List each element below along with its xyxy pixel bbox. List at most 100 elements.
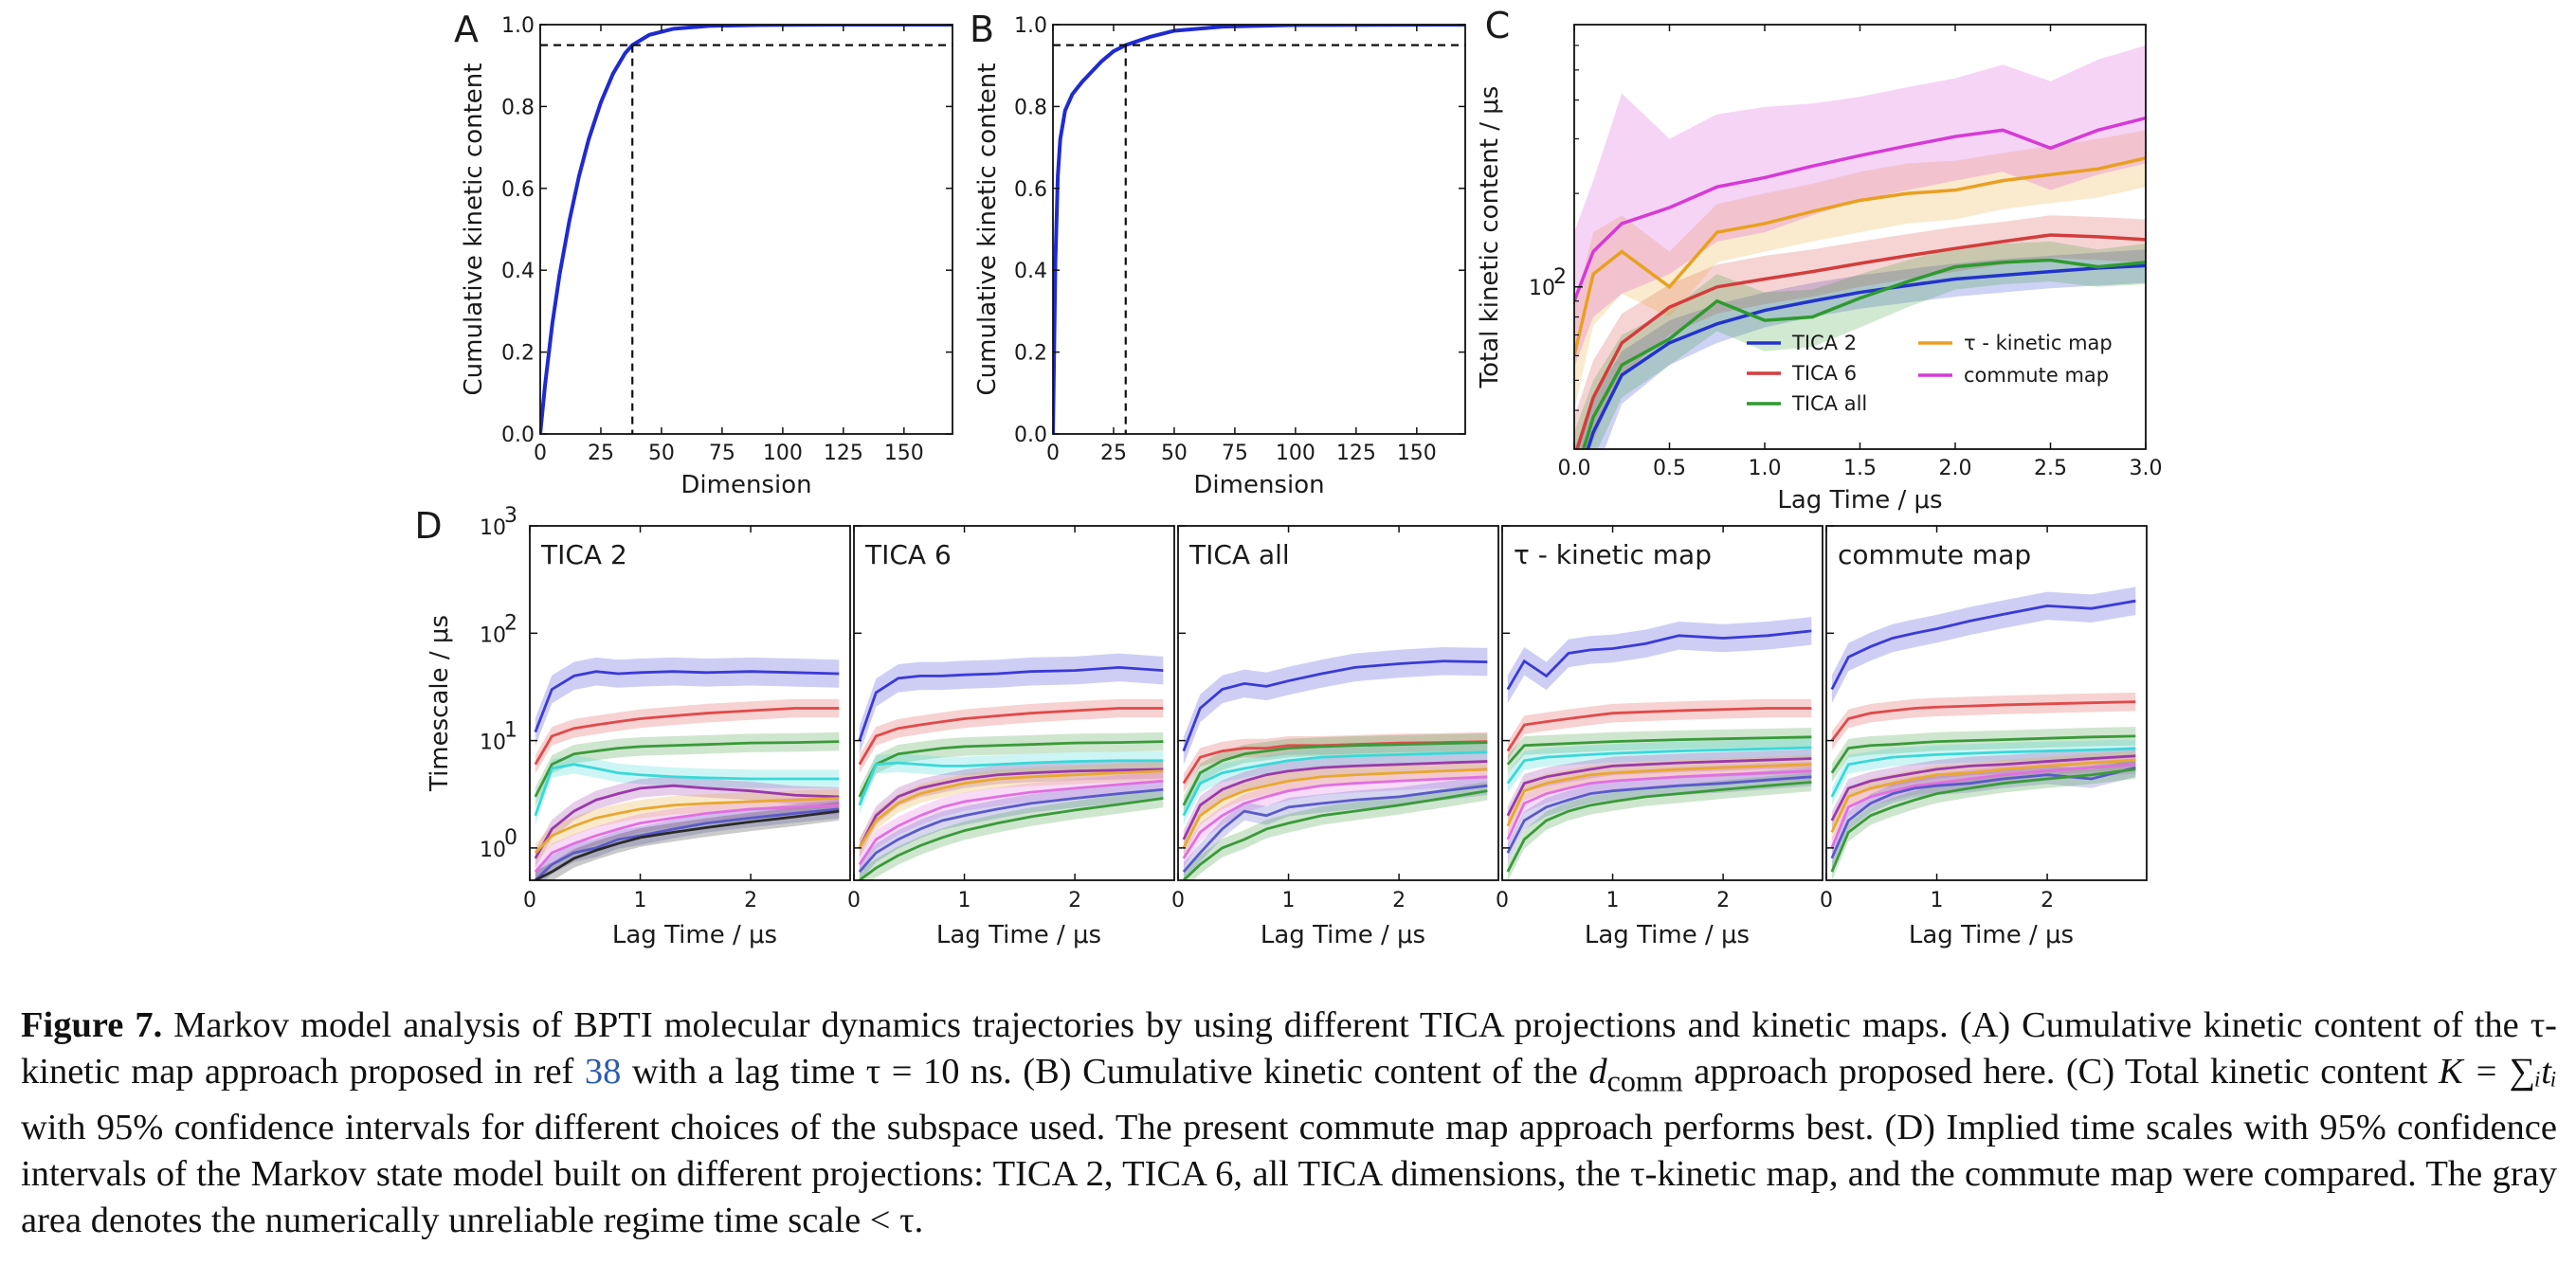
series-line-1 xyxy=(1506,707,1812,752)
x-axis-title: Lag Time / μs xyxy=(1777,486,1942,515)
series-line-2 xyxy=(1506,735,1812,766)
x-axis-title: Lag Time / μs xyxy=(1909,921,2074,949)
series-line-3 xyxy=(1182,750,1488,817)
caption-symbol-d: d xyxy=(1588,1052,1607,1092)
y-axis-title: Total kinetic content / μs xyxy=(1476,86,1504,389)
x-tick-label: 50 xyxy=(648,442,675,465)
x-tick-label: 0 xyxy=(523,889,536,912)
series-line-8 xyxy=(1506,781,1812,873)
series-line-3 xyxy=(858,759,1164,806)
y-tick-label: 0.4 xyxy=(501,260,535,283)
series-line-4 xyxy=(858,767,1164,849)
x-tick-label: 2.5 xyxy=(2034,457,2067,480)
confidence-band-0 xyxy=(1507,617,1812,704)
caption-text-4: with 95% confidence intervals for differ… xyxy=(21,1107,2557,1240)
confidence-band-4 xyxy=(1574,45,2146,368)
series-line-8 xyxy=(1830,767,2136,873)
confidence-band-3 xyxy=(1574,130,2146,411)
confidence-band-1 xyxy=(1831,692,2136,750)
x-tick-label: 0 xyxy=(1046,442,1060,465)
axes-frame xyxy=(529,525,851,881)
series-line-3 xyxy=(1574,156,2146,356)
y-tick-label: 0.4 xyxy=(1014,260,1047,283)
x-axis-title: Lag Time / μs xyxy=(1585,921,1750,949)
x-tick-label: 1.5 xyxy=(1843,457,1877,480)
x-axis-title: Lag Time / μs xyxy=(612,921,777,949)
series-line-7 xyxy=(1830,766,2136,859)
subplot-title: TICA 2 xyxy=(540,539,627,570)
legend-label: commute map xyxy=(1964,364,2109,387)
figure-caption: Figure 7. Markov model analysis of BPTI … xyxy=(21,1002,2557,1244)
series-line-2 xyxy=(534,740,840,798)
series-line-4 xyxy=(1830,754,2136,822)
y-tick-label: 0.8 xyxy=(1014,96,1047,119)
confidence-band-8 xyxy=(1507,772,1812,880)
y-tick-label: 10 xyxy=(480,839,506,862)
confidence-band-8 xyxy=(1183,781,1488,880)
x-tick-label: 0 xyxy=(1820,889,1833,912)
caption-reference-link[interactable]: 38 xyxy=(584,1052,622,1092)
confidence-band-7 xyxy=(1831,758,2136,868)
y-tick-label: 0.0 xyxy=(1014,424,1047,447)
panel-letter-B: B xyxy=(970,9,994,50)
y-tick-exponent: 2 xyxy=(504,611,517,635)
y-tick-label: 0.8 xyxy=(501,96,535,119)
confidence-band-0 xyxy=(859,653,1164,755)
series-line-6 xyxy=(1182,775,1488,859)
series-line-5 xyxy=(858,769,1164,849)
y-tick-label: 10 xyxy=(1529,277,1555,300)
x-tick-label: 2 xyxy=(1392,889,1406,912)
series-line-3 xyxy=(1830,747,2136,798)
x-tick-label: 0 xyxy=(1171,889,1185,912)
confidence-band-5 xyxy=(1183,760,1488,858)
axes-frame xyxy=(853,525,1175,881)
series-line-0 xyxy=(1830,599,2136,691)
confidence-band-1 xyxy=(859,698,1164,774)
series-line-6 xyxy=(534,804,840,873)
x-axis-title: Lag Time / μs xyxy=(936,921,1101,949)
series-line-3 xyxy=(534,763,840,817)
series-line-5 xyxy=(1182,767,1488,849)
x-tick-label: 1 xyxy=(1606,889,1620,912)
x-tick-label: 3.0 xyxy=(2130,457,2163,480)
x-axis-title: Lag Time / μs xyxy=(1261,921,1425,949)
legend-label: τ - kinetic map xyxy=(1964,332,2113,354)
x-tick-label: 2 xyxy=(1068,889,1081,912)
x-tick-label: 2.0 xyxy=(1939,457,1972,480)
series-line-8 xyxy=(1182,789,1488,880)
axes-frame xyxy=(1052,24,1466,435)
x-tick-label: 1.0 xyxy=(1749,457,1782,480)
caption-text-3: approach proposed here. (C) Total kineti… xyxy=(1682,1052,2440,1092)
y-tick-label: 0.2 xyxy=(501,342,535,366)
series-line-6 xyxy=(1830,763,2136,849)
x-tick-label: 0 xyxy=(1496,889,1509,912)
confidence-band-7 xyxy=(859,780,1164,880)
x-tick-label: 125 xyxy=(1336,442,1376,465)
series-line-0 xyxy=(1053,25,1465,434)
confidence-band-3 xyxy=(1507,738,1812,793)
x-tick-label: 75 xyxy=(709,442,735,465)
series-line-0 xyxy=(1182,659,1488,752)
series-line-1 xyxy=(1575,233,2146,449)
series-line-2 xyxy=(1581,258,2146,449)
x-tick-label: 75 xyxy=(1222,442,1248,465)
series-line-6 xyxy=(858,779,1164,866)
x-tick-label: 25 xyxy=(1100,442,1127,465)
x-tick-label: 2 xyxy=(2041,889,2054,912)
series-line-7 xyxy=(534,807,840,880)
series-line-7 xyxy=(1182,784,1488,873)
x-tick-label: 125 xyxy=(824,442,863,465)
series-line-2 xyxy=(1182,741,1488,806)
series-line-6 xyxy=(1506,769,1812,840)
series-line-1 xyxy=(1830,700,2136,742)
series-line-0 xyxy=(1586,263,2146,449)
confidence-band-1 xyxy=(535,698,840,774)
x-tick-label: 25 xyxy=(588,442,614,465)
y-tick-label: 1.0 xyxy=(1014,14,1047,38)
axes-frame xyxy=(1501,525,1823,881)
subplot-title: TICA all xyxy=(1188,539,1290,570)
series-line-0 xyxy=(1506,629,1812,691)
y-tick-exponent: 0 xyxy=(504,826,517,850)
confidence-band-7 xyxy=(1507,767,1812,862)
y-tick-label: 0.0 xyxy=(501,424,535,447)
